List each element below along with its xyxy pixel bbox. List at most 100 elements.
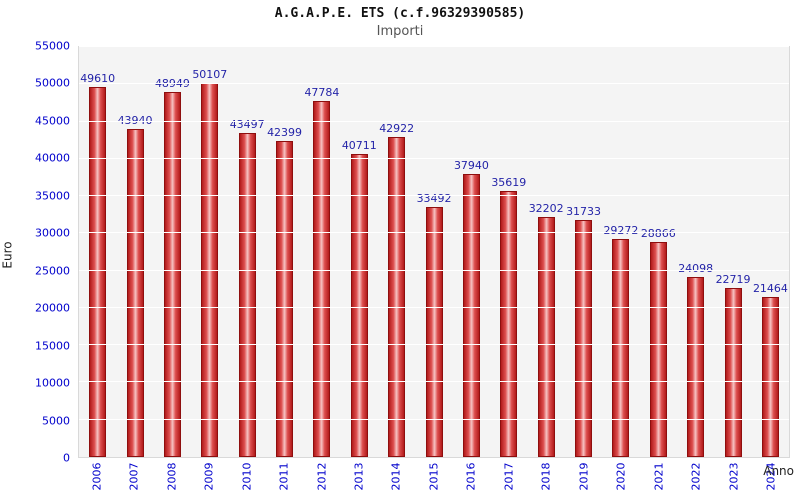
bar-slot: 32202	[528, 47, 565, 457]
x-tick-slot: 2019	[565, 458, 602, 498]
x-tick-slot: 2014	[378, 458, 415, 498]
x-tick-label: 2018	[539, 462, 553, 491]
bar-slot: 47784	[303, 47, 340, 457]
bar: 37940	[454, 159, 489, 457]
x-tick-label: 2015	[427, 462, 441, 491]
x-tick-label: 2012	[315, 462, 329, 491]
bar: 43497	[230, 118, 265, 457]
x-tick-label: 2020	[614, 462, 628, 491]
x-tick-slot: 2010	[228, 458, 265, 498]
bar: 28866	[641, 227, 676, 457]
x-tick-slot: 2020	[603, 458, 640, 498]
bar: 31733	[566, 205, 601, 457]
y-tick-label: 40000	[35, 151, 70, 165]
x-axis-title: Anno	[763, 464, 794, 478]
bar-slot: 50107	[191, 47, 228, 457]
bar: 48949	[155, 77, 190, 457]
bar-value-label: 32202	[528, 201, 564, 215]
y-tick-label: 20000	[35, 301, 70, 315]
bar-value-label: 42922	[379, 122, 415, 136]
y-tick-label: 10000	[35, 376, 70, 390]
gridline	[79, 46, 789, 47]
bar: 42922	[379, 122, 414, 457]
gridline	[79, 157, 789, 159]
x-tick-label: 2011	[277, 462, 291, 491]
bar-value-label: 50107	[192, 68, 228, 82]
x-tick-slot: 2015	[415, 458, 452, 498]
bar-slot: 49610	[79, 47, 116, 457]
gridline	[79, 232, 789, 234]
bar-slot: 21464	[752, 47, 789, 457]
y-tick-label: 55000	[35, 39, 70, 53]
gridline	[79, 344, 789, 346]
x-tick-slot: 2016	[453, 458, 490, 498]
gridline	[79, 306, 789, 308]
gridline	[79, 381, 789, 383]
x-tick-slot: 2007	[115, 458, 152, 498]
bar: 43940	[118, 114, 153, 457]
x-tick-label: 2013	[352, 462, 366, 491]
bar: 42399	[267, 126, 302, 457]
bar-value-label: 22719	[715, 272, 751, 286]
bar-value-label: 40711	[341, 138, 377, 152]
y-axis: 0 5000 10000 15000 20000 25000 30000 35000 40000…	[0, 40, 72, 465]
bar-value-label: 42399	[267, 125, 303, 139]
bar-value-label: 47784	[304, 85, 340, 99]
x-tick-label: 2006	[90, 462, 104, 491]
bar: 49610	[80, 72, 115, 457]
gridline	[79, 269, 789, 271]
x-tick-slot: 2012	[303, 458, 340, 498]
bar-slot: 48949	[154, 47, 191, 457]
bar-value-label: 49610	[80, 72, 116, 86]
x-tick-slot: 2021	[640, 458, 677, 498]
y-tick-label: 45000	[35, 114, 70, 128]
gridline	[79, 418, 789, 420]
x-axis: 2006 2007 2008 2009 2010 2011 2012 2013 2014 2015…	[78, 458, 790, 498]
y-tick-label: 5000	[42, 414, 70, 428]
bar-value-label: 29272	[603, 223, 639, 237]
x-tick-slot: 2013	[340, 458, 377, 498]
chart-subtitle: Importi	[376, 24, 424, 39]
bar-slot: 37940	[453, 47, 490, 457]
bar-value-label: 37940	[453, 159, 489, 173]
gridline	[79, 120, 789, 122]
x-tick-label: 2017	[502, 462, 516, 491]
x-tick-label: 2014	[389, 462, 403, 491]
gridline	[79, 83, 789, 85]
x-tick-label: 2008	[165, 462, 179, 491]
bar-slot: 31733	[565, 47, 602, 457]
x-tick-slot: 2011	[265, 458, 302, 498]
x-tick-label: 2022	[689, 462, 703, 491]
y-tick-label: 35000	[35, 189, 70, 203]
bar-slot: 42399	[266, 47, 303, 457]
bar: 24098	[678, 262, 713, 457]
bar-value-label: 24098	[678, 262, 713, 275]
x-tick-slot: 2006	[78, 458, 115, 498]
chart-title: A.G.A.P.E. ETS (c.f.96329390585)	[274, 6, 526, 21]
x-tick-label: 2009	[202, 462, 216, 491]
gridline	[79, 195, 789, 197]
bar: 22719	[716, 273, 751, 457]
x-tick-label: 2021	[652, 462, 666, 491]
x-tick-label: 2019	[577, 462, 591, 491]
bar-slot: 33492	[415, 47, 452, 457]
x-tick-slot: 2018	[528, 458, 565, 498]
x-tick-label: 2023	[727, 462, 741, 491]
bar: 32202	[529, 202, 564, 457]
bar: 35619	[491, 176, 526, 457]
x-tick-slot: 2008	[153, 458, 190, 498]
bar-value-label: 31733	[566, 205, 602, 219]
x-tick-label: 2007	[127, 462, 141, 491]
bar-slot: 35619	[490, 47, 527, 457]
plot-area: 49610 43940 48949 50107 43497 42399 47784 40711…	[78, 46, 790, 458]
bar-value-label: 35619	[491, 176, 527, 190]
bar-slot: 40711	[341, 47, 378, 457]
bar-slot: 42922	[378, 47, 415, 457]
y-tick-label: 15000	[35, 339, 70, 353]
bars-container: 49610 43940 48949 50107 43497 42399 47784 40711…	[79, 47, 789, 457]
bar: 21464	[753, 282, 788, 457]
bar: 29272	[603, 224, 638, 457]
bar-slot: 22719	[714, 47, 751, 457]
x-tick-slot: 2017	[490, 458, 527, 498]
